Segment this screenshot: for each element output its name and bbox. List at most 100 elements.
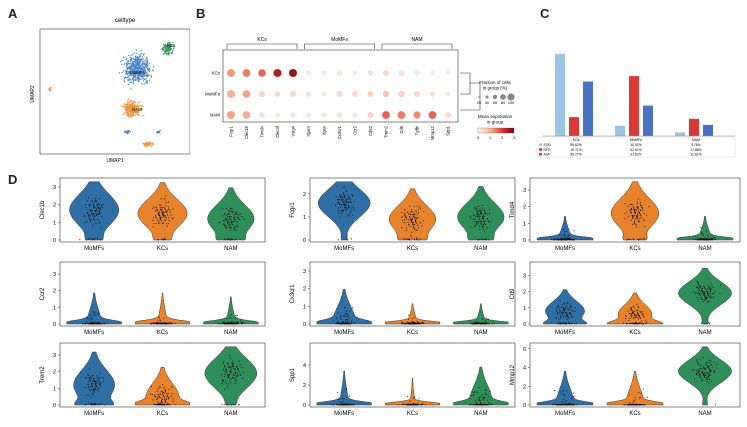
- violin-point: [475, 215, 477, 217]
- umap-point: [126, 62, 128, 64]
- violin-point: [239, 364, 241, 366]
- umap-point: [136, 111, 139, 113]
- violin-point: [705, 371, 707, 373]
- umap-point: [146, 82, 148, 85]
- violin-point: [714, 237, 716, 239]
- umap-point: [121, 72, 123, 74]
- umap-point: [172, 50, 174, 52]
- violin-point: [415, 217, 417, 219]
- violin-point: [84, 204, 87, 206]
- umap-point: [130, 88, 132, 90]
- umap-point: [121, 63, 123, 65]
- legend-fraction-tick: 40: [485, 101, 489, 105]
- umap-point: [126, 106, 128, 109]
- violin-point: [158, 317, 160, 319]
- umap-point: [147, 143, 150, 145]
- violin-point: [642, 404, 644, 406]
- dotplot-dot: [273, 68, 282, 78]
- umap-title: celltype: [115, 18, 136, 24]
- violin-point: [706, 238, 709, 240]
- umap-point: [123, 70, 125, 72]
- violin-point: [351, 206, 353, 208]
- violin-point: [168, 404, 170, 406]
- violin-point: [707, 239, 709, 241]
- violin-point: [629, 238, 632, 240]
- violin-point: [414, 219, 417, 221]
- dotplot-dot: [336, 91, 343, 97]
- violin-point: [227, 375, 229, 377]
- violin-point: [640, 217, 642, 219]
- violin-point: [706, 301, 708, 303]
- violin-point: [711, 370, 713, 372]
- violin-point: [99, 222, 101, 224]
- violin-point: [154, 394, 156, 396]
- table-cell: 62.41%: [630, 148, 642, 152]
- violin-point: [630, 313, 632, 315]
- violin-point: [230, 404, 232, 406]
- umap-point: [136, 113, 139, 116]
- violin-point: [628, 394, 630, 396]
- bar-sod-nam: [675, 132, 685, 136]
- violin-point: [410, 322, 412, 324]
- violin-point: [565, 305, 567, 307]
- violin-ytick-label: 0: [303, 322, 306, 328]
- violin-point: [96, 322, 99, 324]
- violin-point: [404, 238, 406, 240]
- violin-ytick-label: 3: [53, 185, 56, 191]
- violin-frame: [529, 177, 741, 243]
- umap-point: [132, 53, 134, 56]
- violin-point: [639, 202, 641, 204]
- umap-point: [127, 101, 129, 104]
- bar-asf-momfs: [643, 105, 653, 136]
- bar-sod-kcs: [555, 53, 565, 136]
- legend-mean-tick: 1: [489, 136, 491, 140]
- violin-point: [699, 286, 701, 288]
- violin-ytick-label: 2: [53, 203, 56, 209]
- dotplot-dots: [226, 68, 451, 119]
- table-cell: 3.76%: [691, 143, 701, 147]
- table-cell: 10.62%: [630, 143, 642, 147]
- violin-point: [630, 208, 632, 210]
- violin-point: [403, 222, 405, 224]
- violin-point: [493, 322, 495, 325]
- umap-label-kcs: KCs: [167, 43, 176, 48]
- legend-colorbar: [477, 127, 515, 134]
- violin-point: [475, 221, 477, 223]
- violin-point: [625, 323, 627, 325]
- violin-point: [409, 225, 411, 227]
- umap-point: [48, 89, 51, 92]
- violin-point: [152, 399, 154, 401]
- violin-point: [229, 355, 231, 357]
- violin-point: [569, 312, 571, 314]
- violin-point: [163, 317, 165, 319]
- violin-point: [481, 322, 484, 325]
- violin-point: [705, 376, 708, 379]
- violin-point: [230, 226, 232, 228]
- violin-point: [343, 321, 345, 323]
- violin-point: [410, 404, 412, 406]
- dotplot-gene-label: Itgax: [322, 125, 327, 135]
- violin-point: [166, 395, 168, 397]
- violin-point: [227, 376, 229, 378]
- violin-point: [719, 293, 721, 295]
- violin-point: [479, 323, 481, 325]
- violin-point: [407, 395, 409, 398]
- violin-point: [630, 306, 633, 309]
- violin-point: [415, 209, 417, 212]
- dotplot-dot: [305, 91, 311, 97]
- violin-point: [161, 321, 163, 324]
- violin-point: [695, 373, 697, 375]
- violin-nam: [676, 216, 734, 241]
- violin-point: [405, 229, 408, 232]
- violin-point: [560, 237, 562, 239]
- violin-point: [236, 315, 238, 317]
- violin-point: [348, 197, 350, 199]
- violin-point: [638, 307, 640, 309]
- umap-point: [168, 42, 171, 44]
- violin-point: [477, 215, 479, 218]
- violin-point: [336, 202, 338, 204]
- violin-point: [479, 229, 481, 231]
- violin-point: [343, 193, 345, 195]
- violin-point: [84, 404, 86, 406]
- violin-point: [402, 322, 404, 324]
